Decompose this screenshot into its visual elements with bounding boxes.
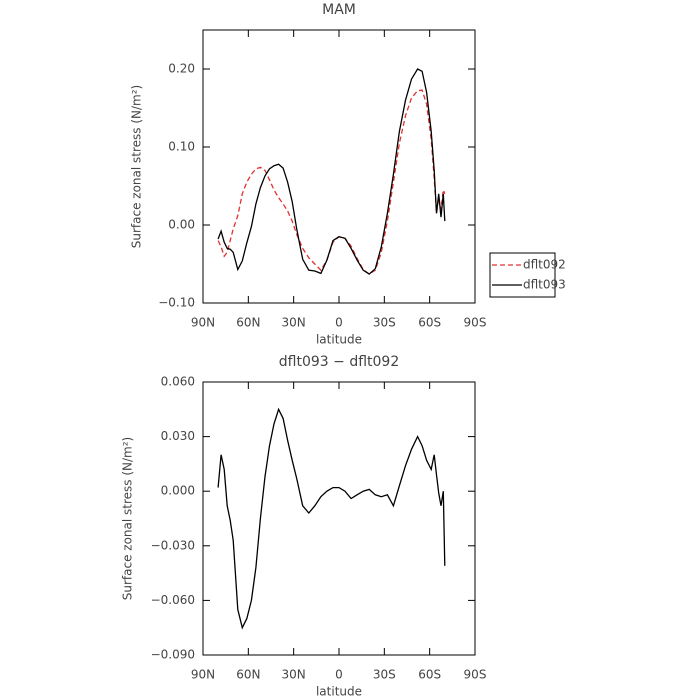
legend-label: dflt093 (523, 278, 566, 292)
y-tick-label: 0.00 (168, 218, 195, 232)
y-axis-label: Surface zonal stress (N/m²) (130, 85, 144, 249)
x-tick-label: 30S (373, 668, 396, 682)
y-tick-label: −0.060 (151, 593, 195, 607)
legend-label: dflt092 (523, 258, 566, 272)
y-tick-label: 0.060 (161, 375, 195, 389)
x-tick-label: 90S (464, 316, 487, 330)
x-axis-label: latitude (316, 685, 362, 699)
x-tick-label: 60N (236, 668, 260, 682)
x-tick-label: 0 (335, 668, 343, 682)
x-tick-label: 90S (464, 668, 487, 682)
data-line (217, 68, 446, 275)
legend-box (489, 252, 556, 298)
y-tick-label: 0.030 (161, 429, 195, 443)
y-tick-label: 0.000 (161, 484, 195, 498)
y-tick-label: 0.10 (168, 140, 195, 154)
y-axis-label: Surface zonal stress (N/m²) (121, 437, 135, 601)
x-axis-label: latitude (316, 333, 362, 347)
y-tick-label: 0.20 (168, 62, 195, 76)
x-tick-label: 30N (282, 316, 306, 330)
chart-title: dflt093 − dflt092 (279, 354, 399, 370)
x-tick-label: 60S (418, 668, 441, 682)
x-tick-label: 90N (191, 316, 215, 330)
x-tick-label: 30S (373, 316, 396, 330)
chart-title: MAM (322, 2, 356, 18)
x-tick-label: 30N (282, 668, 306, 682)
y-tick-label: −0.10 (158, 296, 195, 310)
x-tick-label: 60N (236, 316, 260, 330)
plot-frame (202, 381, 476, 656)
data-line (217, 407, 446, 630)
x-tick-label: 0 (335, 316, 343, 330)
y-tick-label: −0.090 (151, 648, 195, 662)
x-tick-label: 90N (191, 668, 215, 682)
x-tick-label: 60S (418, 316, 441, 330)
y-tick-label: −0.030 (151, 538, 195, 552)
